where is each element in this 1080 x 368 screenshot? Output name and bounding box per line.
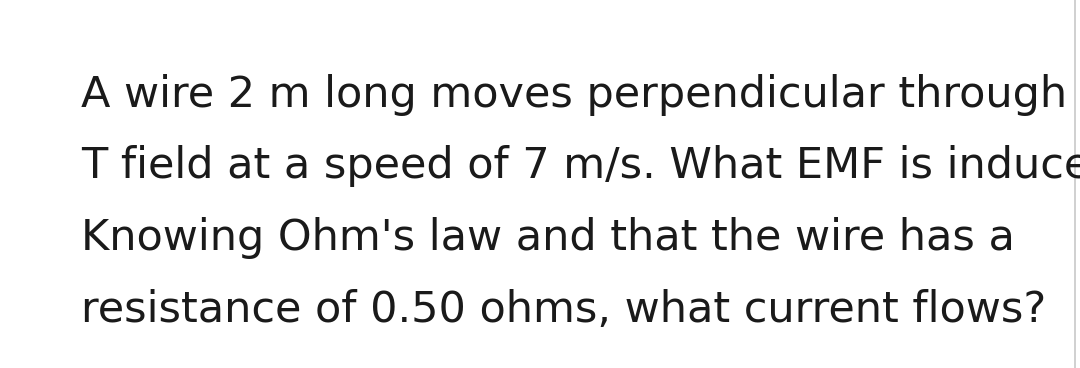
Text: T field at a speed of 7 m/s. What EMF is induced?: T field at a speed of 7 m/s. What EMF is… xyxy=(81,145,1080,187)
Text: A wire 2 m long moves perpendicular through a 0.08: A wire 2 m long moves perpendicular thro… xyxy=(81,74,1080,116)
Text: Knowing Ohm's law and that the wire has a: Knowing Ohm's law and that the wire has … xyxy=(81,217,1015,259)
Text: resistance of 0.50 ohms, what current flows?: resistance of 0.50 ohms, what current fl… xyxy=(81,289,1047,331)
